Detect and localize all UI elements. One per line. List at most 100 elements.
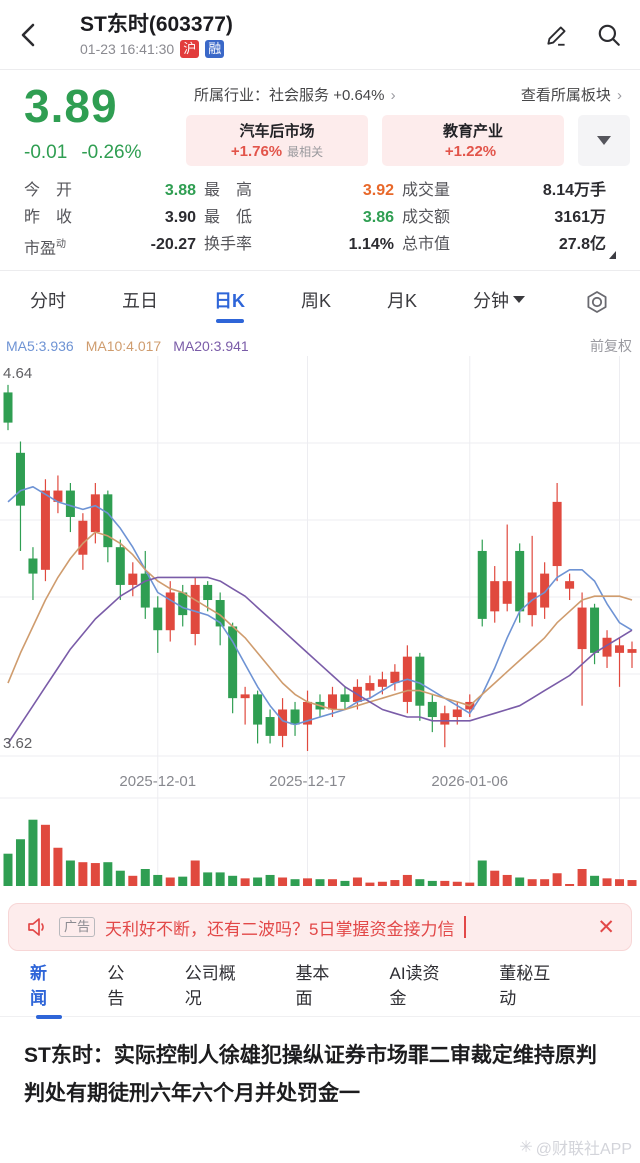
volume-bar <box>440 881 450 887</box>
candle-body <box>203 585 213 601</box>
volume-bar <box>615 879 625 887</box>
stat-open: 今 开 3.88 <box>24 182 196 199</box>
volume-bar <box>452 882 462 887</box>
tab-daily-k[interactable]: 日K <box>214 277 245 327</box>
candle-body <box>290 709 300 725</box>
tab-minutes-dropdown[interactable]: 分钟 <box>473 277 526 327</box>
kline-chart[interactable]: 4.64 3.62 2025-12-01 2025-12-17 2026-01-06 <box>0 356 640 888</box>
tag-name: 汽车后市场 <box>239 123 315 140</box>
tab-minute-chart[interactable]: 分时 <box>30 290 66 311</box>
candle-body <box>552 502 562 567</box>
industry-row: 所属行业：社会服务 +0.64% › 查看所属板块 › <box>194 84 622 105</box>
candle-body <box>115 547 125 586</box>
adjust-mode-label[interactable]: 前复权 <box>590 338 632 355</box>
ad-close-button[interactable]: ✕ <box>597 915 615 939</box>
volume-bar <box>515 877 525 887</box>
candle-body <box>65 490 75 518</box>
search-icon[interactable] <box>596 22 622 48</box>
tab-five-day[interactable]: 五日 <box>122 290 158 311</box>
tab-news[interactable]: 新闻 <box>30 951 63 1025</box>
shanghai-badge: 沪 <box>180 39 200 58</box>
chart-settings-button[interactable] <box>584 289 610 315</box>
tag-education-industry[interactable]: 教育产业 +1.22% <box>382 115 564 166</box>
tab-fundamentals[interactable]: 基本面 <box>295 963 330 1008</box>
volume-bar <box>278 877 288 887</box>
tab-company-profile[interactable]: 公司概况 <box>184 963 236 1008</box>
tab-ai-funds[interactable]: AI读资金 <box>389 963 440 1008</box>
volume-bar <box>627 880 637 887</box>
industry-link[interactable]: 所属行业：社会服务 +0.64% › <box>194 84 396 105</box>
stat-low: 最 低 3.86 <box>204 209 394 226</box>
volume-bar <box>128 876 138 887</box>
candle-body <box>615 645 625 654</box>
kline-chart-area: 4.64 3.62 2025-12-01 2025-12-17 2026-01-06 <box>0 356 640 893</box>
settings-nut-icon <box>587 290 607 313</box>
candle-body <box>415 656 425 707</box>
stat-market-cap[interactable]: 总市值 27.8亿 <box>402 234 616 260</box>
candle-body <box>590 607 600 654</box>
candle-body <box>253 694 263 725</box>
volume-bar <box>465 882 475 887</box>
candle-body <box>427 702 437 718</box>
ma20-line <box>7 576 633 745</box>
volume-bar <box>377 882 387 887</box>
candle-body <box>390 672 400 684</box>
ma10-legend: MA10:4.017 <box>85 338 162 355</box>
candle-body <box>490 581 500 612</box>
ad-text-cursor <box>464 916 467 939</box>
candle-body <box>140 573 150 608</box>
industry-name: 所属行业：社会服务 <box>194 87 330 104</box>
volume-bar <box>527 879 537 887</box>
candle-body <box>452 709 462 718</box>
chevron-right-icon: › <box>390 87 396 104</box>
volume-bar <box>265 875 275 887</box>
tag-note: 最相关 <box>287 145 324 159</box>
candle-body <box>502 581 512 605</box>
candle-body <box>165 592 175 631</box>
stat-volume: 成交量 8.14万手 <box>402 182 606 199</box>
period-tab-bar: 分时 五日 日K 周K 月K 分钟 <box>0 270 640 332</box>
volume-bar <box>577 869 587 887</box>
tab-weekly-k[interactable]: 周K <box>301 290 332 311</box>
ma5-line <box>7 486 633 726</box>
volume-bar <box>3 854 13 887</box>
volume-bar <box>327 879 337 887</box>
candle-body <box>278 709 288 737</box>
speaker-icon <box>28 918 44 937</box>
stat-turnover-rate: 换手率 1.14% <box>204 236 394 253</box>
candle-body <box>3 392 13 423</box>
margin-trading-badge: 融 <box>205 39 225 58</box>
view-sector-link[interactable]: 查看所属板块 › <box>521 84 622 105</box>
volume-bar <box>190 860 200 887</box>
candle-body <box>190 585 200 635</box>
tab-monthly-k[interactable]: 月K <box>387 290 418 311</box>
ad-label-badge: 广告 <box>59 917 96 938</box>
news-headline[interactable]: ST东时：实际控制人徐雄犯操纵证券市场罪二审裁定维持原判 判处有期徒刑六年六个月… <box>24 1044 597 1106</box>
candle-body <box>515 551 525 612</box>
ad-banner[interactable]: 广告 天利好不断，还有二波吗？5日掌握资金接力信 ✕ <box>8 903 632 952</box>
volume-bar <box>315 879 325 887</box>
candle-body <box>78 521 88 556</box>
volume-bar <box>427 881 437 887</box>
ma20-legend: MA20:3.941 <box>173 338 249 355</box>
volume-bar <box>53 848 63 887</box>
candle-body <box>602 638 612 657</box>
back-button[interactable] <box>18 13 54 57</box>
candle-body <box>178 592 188 616</box>
expand-tags-button[interactable] <box>578 115 630 166</box>
change-value: -0.01 <box>24 142 68 163</box>
candle-body <box>340 694 350 703</box>
tab-ir-interaction[interactable]: 董秘互动 <box>499 963 551 1008</box>
stats-grid: 今 开 3.88 最 高 3.92 成交量 8.14万手 昨 收 3.90 最 低 3.8… <box>0 172 640 270</box>
tag-auto-aftermarket[interactable]: 汽车后市场 +1.76% 最相关 <box>186 115 368 166</box>
volume-bar <box>415 879 425 887</box>
volume-bar <box>203 872 213 887</box>
tab-announcements[interactable]: 公告 <box>107 963 125 1008</box>
chevron-right-icon: › <box>617 87 622 104</box>
volume-bar <box>552 873 562 887</box>
candle-body <box>527 592 537 616</box>
volume-bar <box>240 878 250 887</box>
volume-bar <box>303 878 313 887</box>
volume-bar <box>78 862 88 887</box>
edit-icon[interactable] <box>544 22 570 48</box>
